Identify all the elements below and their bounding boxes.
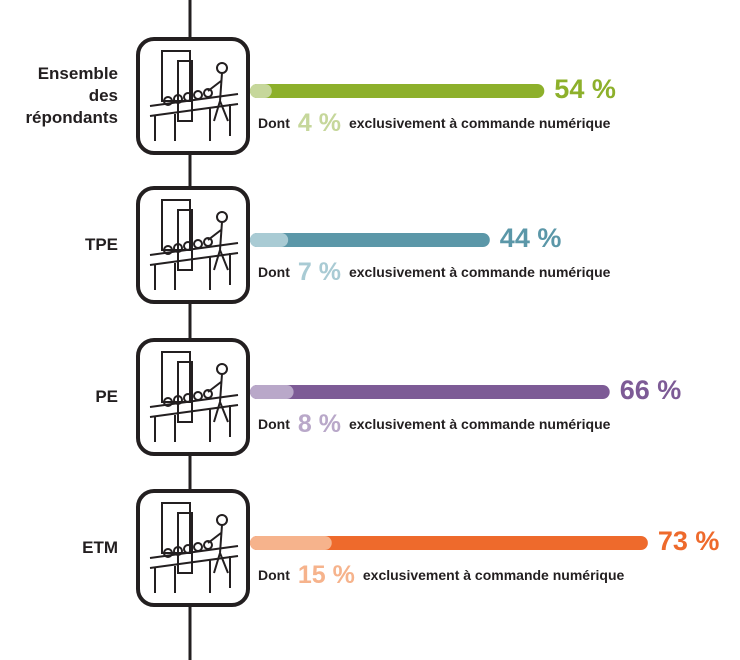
sub-value-label: 15 %: [298, 561, 355, 589]
prefix: Dont: [258, 264, 290, 280]
machine-icon: [138, 188, 248, 302]
value-label: 54 %: [554, 74, 616, 104]
value-label: 44 %: [500, 223, 562, 253]
sub-line: Dont 4 % exclusivement à commande numériqu…: [258, 109, 611, 137]
machine-icon: [138, 39, 248, 153]
sub-line: Dont 15 % exclusivement à commande numériq…: [258, 561, 625, 589]
sub-value-label: 8 %: [298, 410, 341, 438]
suffix: exclusivement à commande numérique: [349, 115, 611, 131]
bar-sub: [250, 385, 294, 399]
category-label: TPE: [18, 234, 118, 256]
machine-icon: [138, 491, 248, 605]
category-label: ETM: [18, 537, 118, 559]
bar: [250, 385, 610, 399]
prefix: Dont: [258, 567, 290, 583]
prefix: Dont: [258, 416, 290, 432]
category-label: PE: [18, 386, 118, 408]
bar-sub: [250, 84, 272, 98]
category-label: Ensemble des répondants: [18, 63, 118, 129]
infographic: 54 % Dont 4 % exclusivement à commande numé…: [0, 0, 740, 660]
value-label: 66 %: [620, 375, 682, 405]
prefix: Dont: [258, 115, 290, 131]
bar: [250, 84, 544, 98]
value-label: 73 %: [658, 526, 720, 556]
bar-sub: [250, 536, 332, 550]
suffix: exclusivement à commande numérique: [363, 567, 625, 583]
sub-value-label: 4 %: [298, 109, 341, 137]
machine-icon: [138, 340, 248, 454]
suffix: exclusivement à commande numérique: [349, 416, 611, 432]
sub-value-label: 7 %: [298, 258, 341, 286]
suffix: exclusivement à commande numérique: [349, 264, 611, 280]
bar-sub: [250, 233, 288, 247]
sub-line: Dont 8 % exclusivement à commande numériqu…: [258, 410, 611, 438]
sub-line: Dont 7 % exclusivement à commande numériqu…: [258, 258, 611, 286]
